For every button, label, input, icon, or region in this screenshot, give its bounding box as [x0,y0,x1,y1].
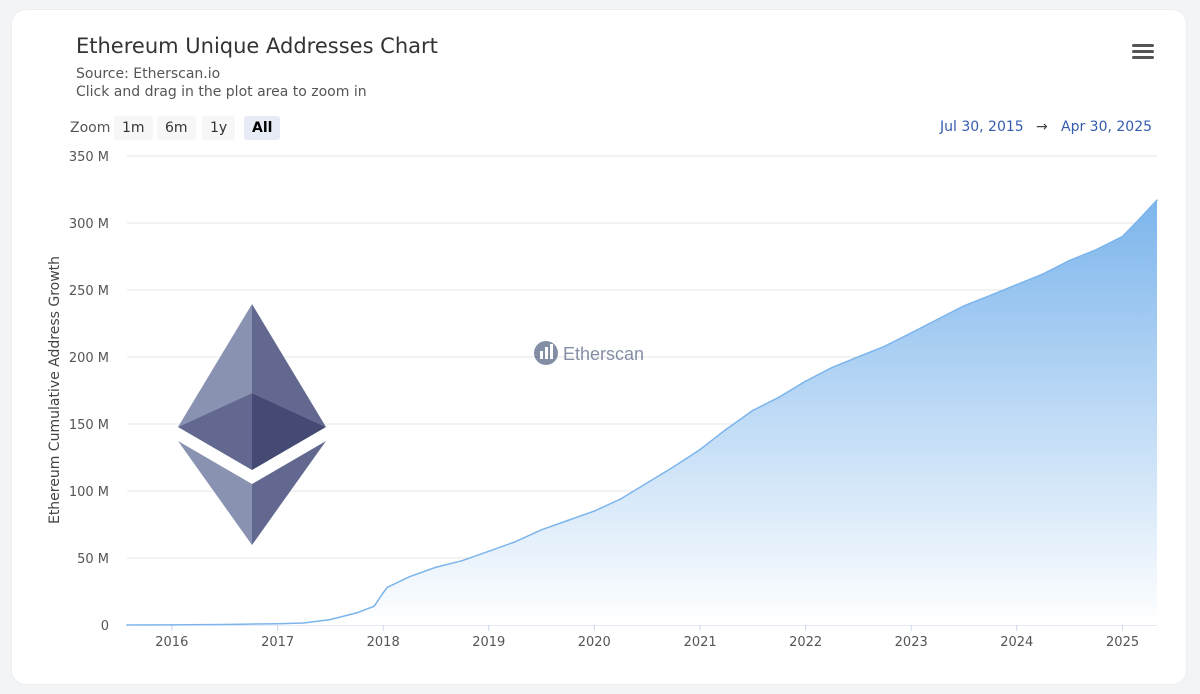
data-point [962,305,965,307]
area-fill [127,200,1157,625]
data-point [804,380,807,382]
x-axis-labels: 2016 2017 2018 2019 2020 2021 2022 2023 2024 2025 [155,625,1139,650]
data-point [276,622,279,625]
y-tick-label: 250 M [69,284,109,299]
range-end-date[interactable]: Apr 30, 2025 [1061,119,1153,135]
zoom-label: Zoom [70,120,111,136]
x-tick-label: 2023 [895,635,928,650]
data-point [699,448,701,451]
data-point [593,510,596,512]
data-point [1068,259,1071,262]
etherscan-watermark: Etherscan [534,341,644,365]
data-point [373,605,376,607]
data-point [1042,273,1044,275]
data-point [171,624,173,626]
y-tick-label: 0 [101,619,109,634]
range-start-date[interactable]: Jul 30, 2015 [940,119,1024,135]
data-point [751,409,754,412]
data-point [857,356,859,358]
data-point [386,586,389,589]
data-point [830,366,833,369]
range-arrow: → [1036,119,1048,135]
chart-source: Source: Etherscan.io [76,66,221,82]
y-tick-label: 150 M [69,418,109,433]
x-tick-label: 2019 [472,635,505,650]
y-tick-label: 300 M [69,217,109,232]
hamburger-menu-icon[interactable] [1132,44,1154,62]
series-line[interactable] [126,199,1158,626]
x-tick-label: 2016 [155,635,188,650]
data-point [434,566,437,569]
data-point [302,622,305,624]
data-point [126,624,128,626]
y-tick-label: 50 M [77,552,109,567]
data-point [566,519,569,522]
data-point [1134,222,1137,224]
data-point [1016,283,1018,286]
data-point [329,618,331,621]
data-point [408,576,411,578]
data-point [725,428,727,431]
zoom-all-button[interactable]: All [244,116,281,140]
chart-title: Ethereum Unique Addresses Chart [76,34,438,58]
data-point [936,318,938,321]
data-point [1156,199,1158,201]
y-axis-labels: 0 50 M 100 M 150 M 200 M 250 M 300 M 350 M [69,150,109,634]
data-point [487,550,490,553]
data-point [989,294,991,297]
zoom-1y-button[interactable]: 1y [202,116,236,140]
data-point [910,332,912,334]
data-point [355,612,358,614]
ethereum-logo-icon [178,304,326,545]
x-tick-label: 2020 [578,635,611,650]
data-point [1095,249,1097,251]
data-point [646,482,648,484]
data-point [1121,235,1124,238]
data-point [540,529,542,531]
data-point [883,345,886,348]
chart-zoom-hint: Click and drag in the plot area to zoom … [76,84,367,100]
y-tick-label: 350 M [69,150,109,165]
y-tick-label: 100 M [69,485,109,500]
data-point [223,623,226,626]
data-point [461,559,463,562]
etherscan-logo-icon [534,341,558,365]
x-tick-label: 2024 [1000,635,1033,650]
watermark-text: Etherscan [563,344,644,364]
data-point [382,592,385,594]
data-point [778,396,780,399]
y-tick-label: 200 M [69,351,109,366]
x-tick-label: 2022 [789,635,822,650]
x-tick-label: 2018 [367,635,400,650]
x-tick-label: 2025 [1106,635,1139,650]
zoom-1m-button[interactable]: 1m [114,116,153,140]
series-points [126,199,1158,626]
data-point [514,541,516,543]
data-point [619,498,622,500]
y-axis-title: Ethereum Cumulative Address Growth [47,256,63,524]
x-tick-label: 2017 [261,635,294,650]
data-point [672,466,675,468]
x-tick-label: 2021 [684,635,717,650]
zoom-6m-button[interactable]: 6m [157,116,196,140]
